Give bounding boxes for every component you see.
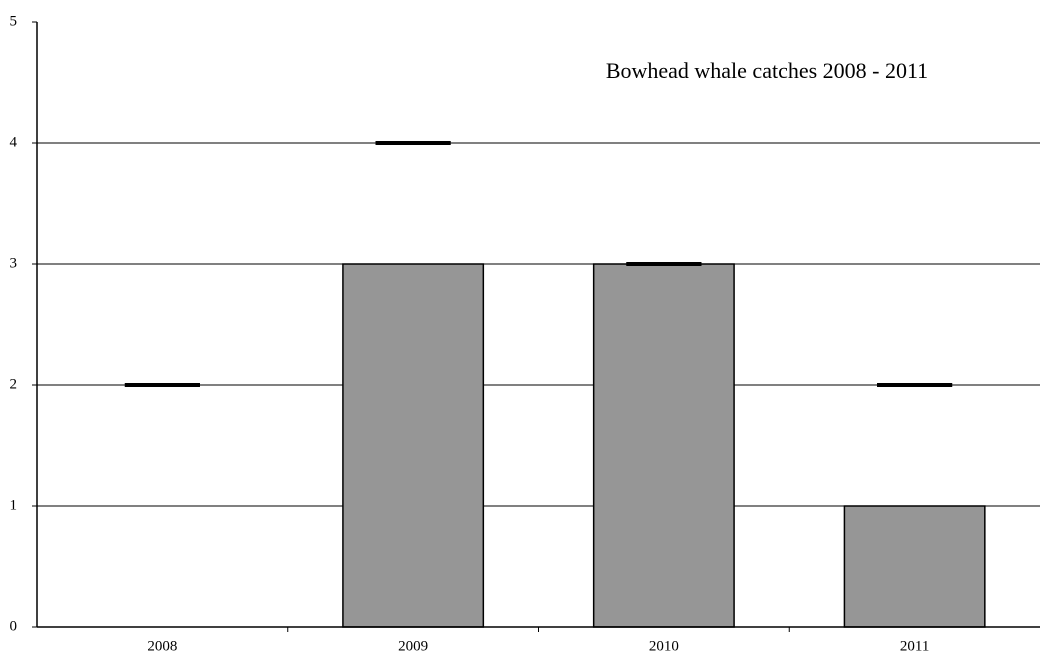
y-tick-label: 4	[10, 134, 18, 150]
x-tick-label: 2011	[900, 638, 929, 654]
y-tick-label: 5	[10, 13, 18, 29]
marker-dash	[124, 383, 200, 387]
bar	[843, 505, 986, 628]
bar	[342, 263, 485, 628]
y-tick-label: 0	[10, 618, 18, 634]
y-tick-label: 2	[10, 376, 18, 392]
x-tick-label: 2009	[398, 638, 428, 654]
marker-dash	[375, 141, 451, 145]
bar	[592, 263, 735, 628]
y-tick-label: 3	[10, 255, 18, 271]
chart-title: Bowhead whale catches 2008 - 2011	[606, 58, 928, 83]
marker-dash	[877, 383, 953, 387]
x-tick-label: 2010	[649, 638, 679, 654]
marker-dash	[626, 262, 702, 266]
y-tick-label: 1	[10, 497, 18, 513]
x-tick-label: 2008	[147, 638, 177, 654]
